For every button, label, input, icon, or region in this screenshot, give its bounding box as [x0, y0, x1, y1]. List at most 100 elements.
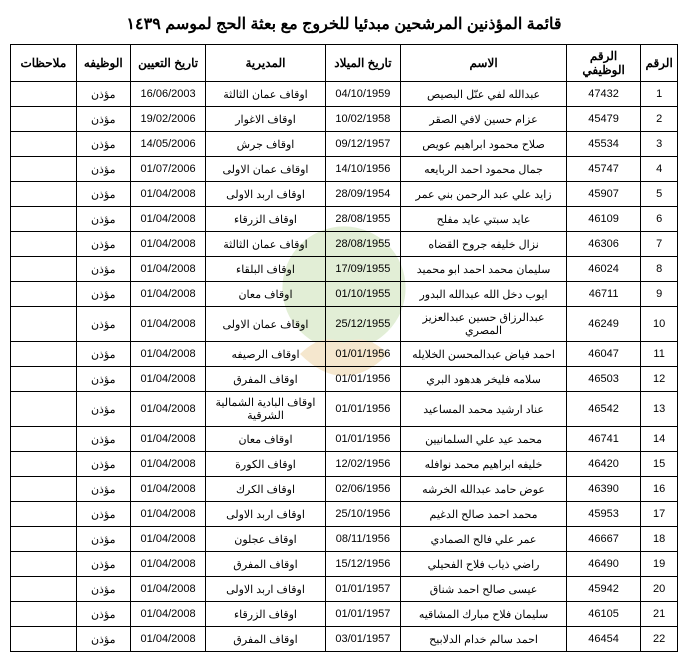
cell-directorate: اوقاف البلقاء: [206, 257, 325, 282]
cell-hire: 01/04/2008: [130, 527, 206, 552]
cell-notes: [11, 157, 77, 182]
header-seq: الرقم: [641, 45, 678, 82]
cell-hire: 01/04/2008: [130, 232, 206, 257]
cell-seq: 10: [641, 307, 678, 342]
cell-job: مؤذن: [76, 132, 130, 157]
cell-hire: 01/04/2008: [130, 182, 206, 207]
cell-directorate: اوقاف المفرق: [206, 627, 325, 652]
cell-seq: 22: [641, 627, 678, 652]
cell-empno: 46109: [566, 207, 640, 232]
cell-hire: 01/04/2008: [130, 427, 206, 452]
cell-name: محمد عيد علي السلمانيين: [401, 427, 567, 452]
cell-hire: 01/04/2008: [130, 367, 206, 392]
cell-job: مؤذن: [76, 257, 130, 282]
cell-hire: 19/02/2006: [130, 107, 206, 132]
cell-name: احمد فياض عبدالمحسن الخلايله: [401, 342, 567, 367]
cell-empno: 45907: [566, 182, 640, 207]
cell-job: مؤذن: [76, 157, 130, 182]
cell-notes: [11, 552, 77, 577]
header-row: الرقم الرقم الوظيفي الاسم تاريخ الميلاد …: [11, 45, 678, 82]
table-row: 2146105سليمان فلاح مبارك المشاقيه01/01/1…: [11, 602, 678, 627]
table-row: 946711ايوب دخل الله عبدالله البدور01/10/…: [11, 282, 678, 307]
table-row: 545907زايد علي عبد الرحمن بني عمر28/09/1…: [11, 182, 678, 207]
cell-job: مؤذن: [76, 452, 130, 477]
cell-name: احمد سالم خدام الدلابيح: [401, 627, 567, 652]
table-row: 1946490راضي ذياب فلاح الفحيلي15/12/1956ا…: [11, 552, 678, 577]
header-notes: ملاحظات: [11, 45, 77, 82]
cell-job: مؤذن: [76, 527, 130, 552]
cell-name: عزام حسين لافي الصقر: [401, 107, 567, 132]
cell-name: جمال محمود احمد الربايعه: [401, 157, 567, 182]
cell-job: مؤذن: [76, 577, 130, 602]
cell-job: مؤذن: [76, 427, 130, 452]
cell-directorate: اوقاف البادية الشمالية الشرقية: [206, 392, 325, 427]
cell-directorate: اوقاف جرش: [206, 132, 325, 157]
cell-empno: 46490: [566, 552, 640, 577]
cell-notes: [11, 182, 77, 207]
cell-notes: [11, 307, 77, 342]
cell-hire: 01/04/2008: [130, 602, 206, 627]
table-row: 1846667عمر علي فالح الصمادي08/11/1956اوق…: [11, 527, 678, 552]
cell-directorate: اوقاف عمان الاولى: [206, 157, 325, 182]
header-directorate: المديرية: [206, 45, 325, 82]
cell-job: مؤذن: [76, 307, 130, 342]
cell-job: مؤذن: [76, 232, 130, 257]
cell-dob: 01/01/1956: [325, 342, 401, 367]
cell-job: مؤذن: [76, 282, 130, 307]
cell-empno: 46454: [566, 627, 640, 652]
cell-seq: 7: [641, 232, 678, 257]
table-row: 1646390عوض حامد عبدالله الخرشه02/06/1956…: [11, 477, 678, 502]
cell-dob: 17/09/1955: [325, 257, 401, 282]
cell-seq: 21: [641, 602, 678, 627]
cell-notes: [11, 477, 77, 502]
cell-name: محمد احمد صالح الدغيم: [401, 502, 567, 527]
cell-dob: 08/11/1956: [325, 527, 401, 552]
cell-notes: [11, 527, 77, 552]
cell-job: مؤذن: [76, 82, 130, 107]
header-job: الوظيفه: [76, 45, 130, 82]
cell-directorate: اوقاف عمان الثالثة: [206, 232, 325, 257]
header-name: الاسم: [401, 45, 567, 82]
cell-hire: 01/04/2008: [130, 307, 206, 342]
cell-seq: 13: [641, 392, 678, 427]
cell-dob: 04/10/1959: [325, 82, 401, 107]
cell-seq: 11: [641, 342, 678, 367]
cell-directorate: اوقاف الكرك: [206, 477, 325, 502]
cell-job: مؤذن: [76, 502, 130, 527]
table-row: 1246503سلامه فليخر هدهود البري01/01/1956…: [11, 367, 678, 392]
cell-job: مؤذن: [76, 367, 130, 392]
cell-name: راضي ذياب فلاح الفحيلي: [401, 552, 567, 577]
table-row: 1745953محمد احمد صالح الدغيم25/10/1956او…: [11, 502, 678, 527]
cell-seq: 16: [641, 477, 678, 502]
cell-job: مؤذن: [76, 392, 130, 427]
cell-directorate: اوقاف اربد الاولى: [206, 502, 325, 527]
cell-seq: 3: [641, 132, 678, 157]
cell-notes: [11, 452, 77, 477]
cell-hire: 01/04/2008: [130, 577, 206, 602]
cell-name: ايوب دخل الله عبدالله البدور: [401, 282, 567, 307]
cell-name: سليمان فلاح مبارك المشاقيه: [401, 602, 567, 627]
cell-hire: 01/04/2008: [130, 257, 206, 282]
cell-dob: 15/12/1956: [325, 552, 401, 577]
cell-hire: 01/04/2008: [130, 207, 206, 232]
cell-hire: 01/04/2008: [130, 392, 206, 427]
cell-dob: 12/02/1956: [325, 452, 401, 477]
cell-hire: 01/07/2006: [130, 157, 206, 182]
cell-empno: 45479: [566, 107, 640, 132]
table-row: 846024سليمان محمد احمد ابو محميد17/09/19…: [11, 257, 678, 282]
cell-directorate: اوقاف عمان الاولى: [206, 307, 325, 342]
cell-seq: 15: [641, 452, 678, 477]
cell-hire: 01/04/2008: [130, 477, 206, 502]
table-row: 1046249عبدالرزاق حسين عبدالعزيز المصري25…: [11, 307, 678, 342]
cell-name: سليمان محمد احمد ابو محميد: [401, 257, 567, 282]
table-row: 746306نزال خليفه جروح القضاه28/08/1955او…: [11, 232, 678, 257]
cell-seq: 17: [641, 502, 678, 527]
cell-hire: 16/06/2003: [130, 82, 206, 107]
cell-notes: [11, 232, 77, 257]
cell-seq: 12: [641, 367, 678, 392]
cell-seq: 19: [641, 552, 678, 577]
cell-job: مؤذن: [76, 342, 130, 367]
cell-dob: 28/08/1955: [325, 207, 401, 232]
cell-hire: 01/04/2008: [130, 552, 206, 577]
table-row: 1346542عناد ارشيد محمد المساعيد01/01/195…: [11, 392, 678, 427]
